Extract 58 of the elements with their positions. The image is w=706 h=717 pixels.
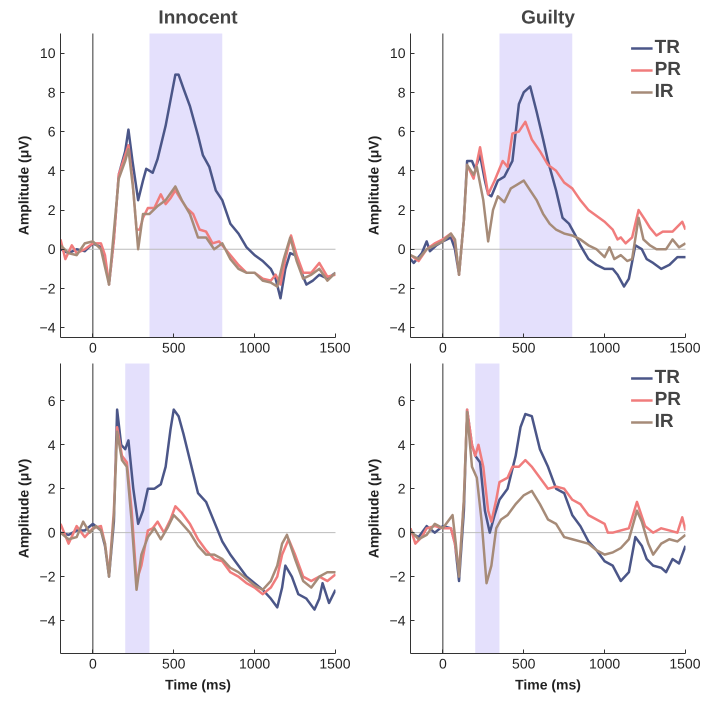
y-tick-label: 2 xyxy=(48,480,56,497)
x-tick-label: 0 xyxy=(88,340,97,356)
x-tick-label: 500 xyxy=(512,340,536,356)
x-axis-title: Time (ms) xyxy=(165,676,231,692)
x-tick-label: 1000 xyxy=(239,340,270,356)
y-tick-label: −4 xyxy=(40,320,56,336)
x-tick-label: 1500 xyxy=(319,656,351,672)
y-tick-label: 6 xyxy=(398,392,406,409)
y-tick-label: 6 xyxy=(398,124,406,140)
y-axis-title: Amplitude (μV) xyxy=(366,458,382,558)
x-tick-label: 0 xyxy=(88,656,97,672)
x-tick-label: 0 xyxy=(438,656,447,672)
chart-title: Guilty xyxy=(521,8,576,28)
x-tick-label: 0 xyxy=(438,340,447,356)
x-axis-title: Time (ms) xyxy=(515,676,581,692)
y-tick-label: 2 xyxy=(398,202,406,218)
x-tick-label: 500 xyxy=(162,340,186,356)
y-tick-label: 10 xyxy=(40,45,56,62)
y-tick-label: 0 xyxy=(398,241,406,258)
y-tick-label: 4 xyxy=(398,162,406,179)
y-tick-label: 4 xyxy=(48,162,56,179)
y-tick-label: 4 xyxy=(398,436,406,453)
y-tick-label: −4 xyxy=(390,320,406,336)
x-tick-label: 1000 xyxy=(239,656,270,672)
y-tick-label: −2 xyxy=(40,280,56,296)
y-tick-label: 0 xyxy=(48,524,56,541)
y-tick-label: −2 xyxy=(390,280,406,296)
x-tick-label: 1000 xyxy=(589,340,620,356)
x-tick-label: 1000 xyxy=(589,656,620,672)
y-tick-label: 6 xyxy=(48,124,56,140)
y-axis-title: Amplitude (μV) xyxy=(16,136,32,236)
x-tick-label: 1500 xyxy=(669,656,701,672)
y-axis-title: Amplitude (μV) xyxy=(16,458,32,558)
x-tick-label: 500 xyxy=(162,656,186,672)
y-tick-label: 8 xyxy=(48,84,56,100)
x-tick-label: 1500 xyxy=(319,340,351,356)
y-tick-label: 0 xyxy=(48,241,56,258)
y-tick-label: −2 xyxy=(40,568,56,585)
y-tick-label: 4 xyxy=(48,436,56,453)
legend-label: TR xyxy=(654,367,680,389)
y-tick-label: 10 xyxy=(390,45,406,62)
y-tick-label: 8 xyxy=(398,84,406,100)
y-tick-label: 6 xyxy=(48,392,56,409)
x-tick-label: 1500 xyxy=(669,340,701,356)
y-tick-label: 2 xyxy=(48,202,56,218)
legend-label: PR xyxy=(654,389,681,411)
legend-label: IR xyxy=(654,81,675,103)
chart-title: Innocent xyxy=(158,8,238,28)
y-tick-label: 0 xyxy=(398,524,406,541)
y-tick-label: −4 xyxy=(390,612,406,629)
legend-label: IR xyxy=(654,411,675,433)
y-tick-label: −4 xyxy=(40,612,56,629)
legend-label: TR xyxy=(654,37,680,59)
y-axis-title: Amplitude (μV) xyxy=(366,136,382,236)
y-tick-label: −2 xyxy=(390,568,406,585)
legend-label: PR xyxy=(654,59,681,81)
y-tick-label: 2 xyxy=(398,480,406,497)
x-tick-label: 500 xyxy=(512,656,536,672)
